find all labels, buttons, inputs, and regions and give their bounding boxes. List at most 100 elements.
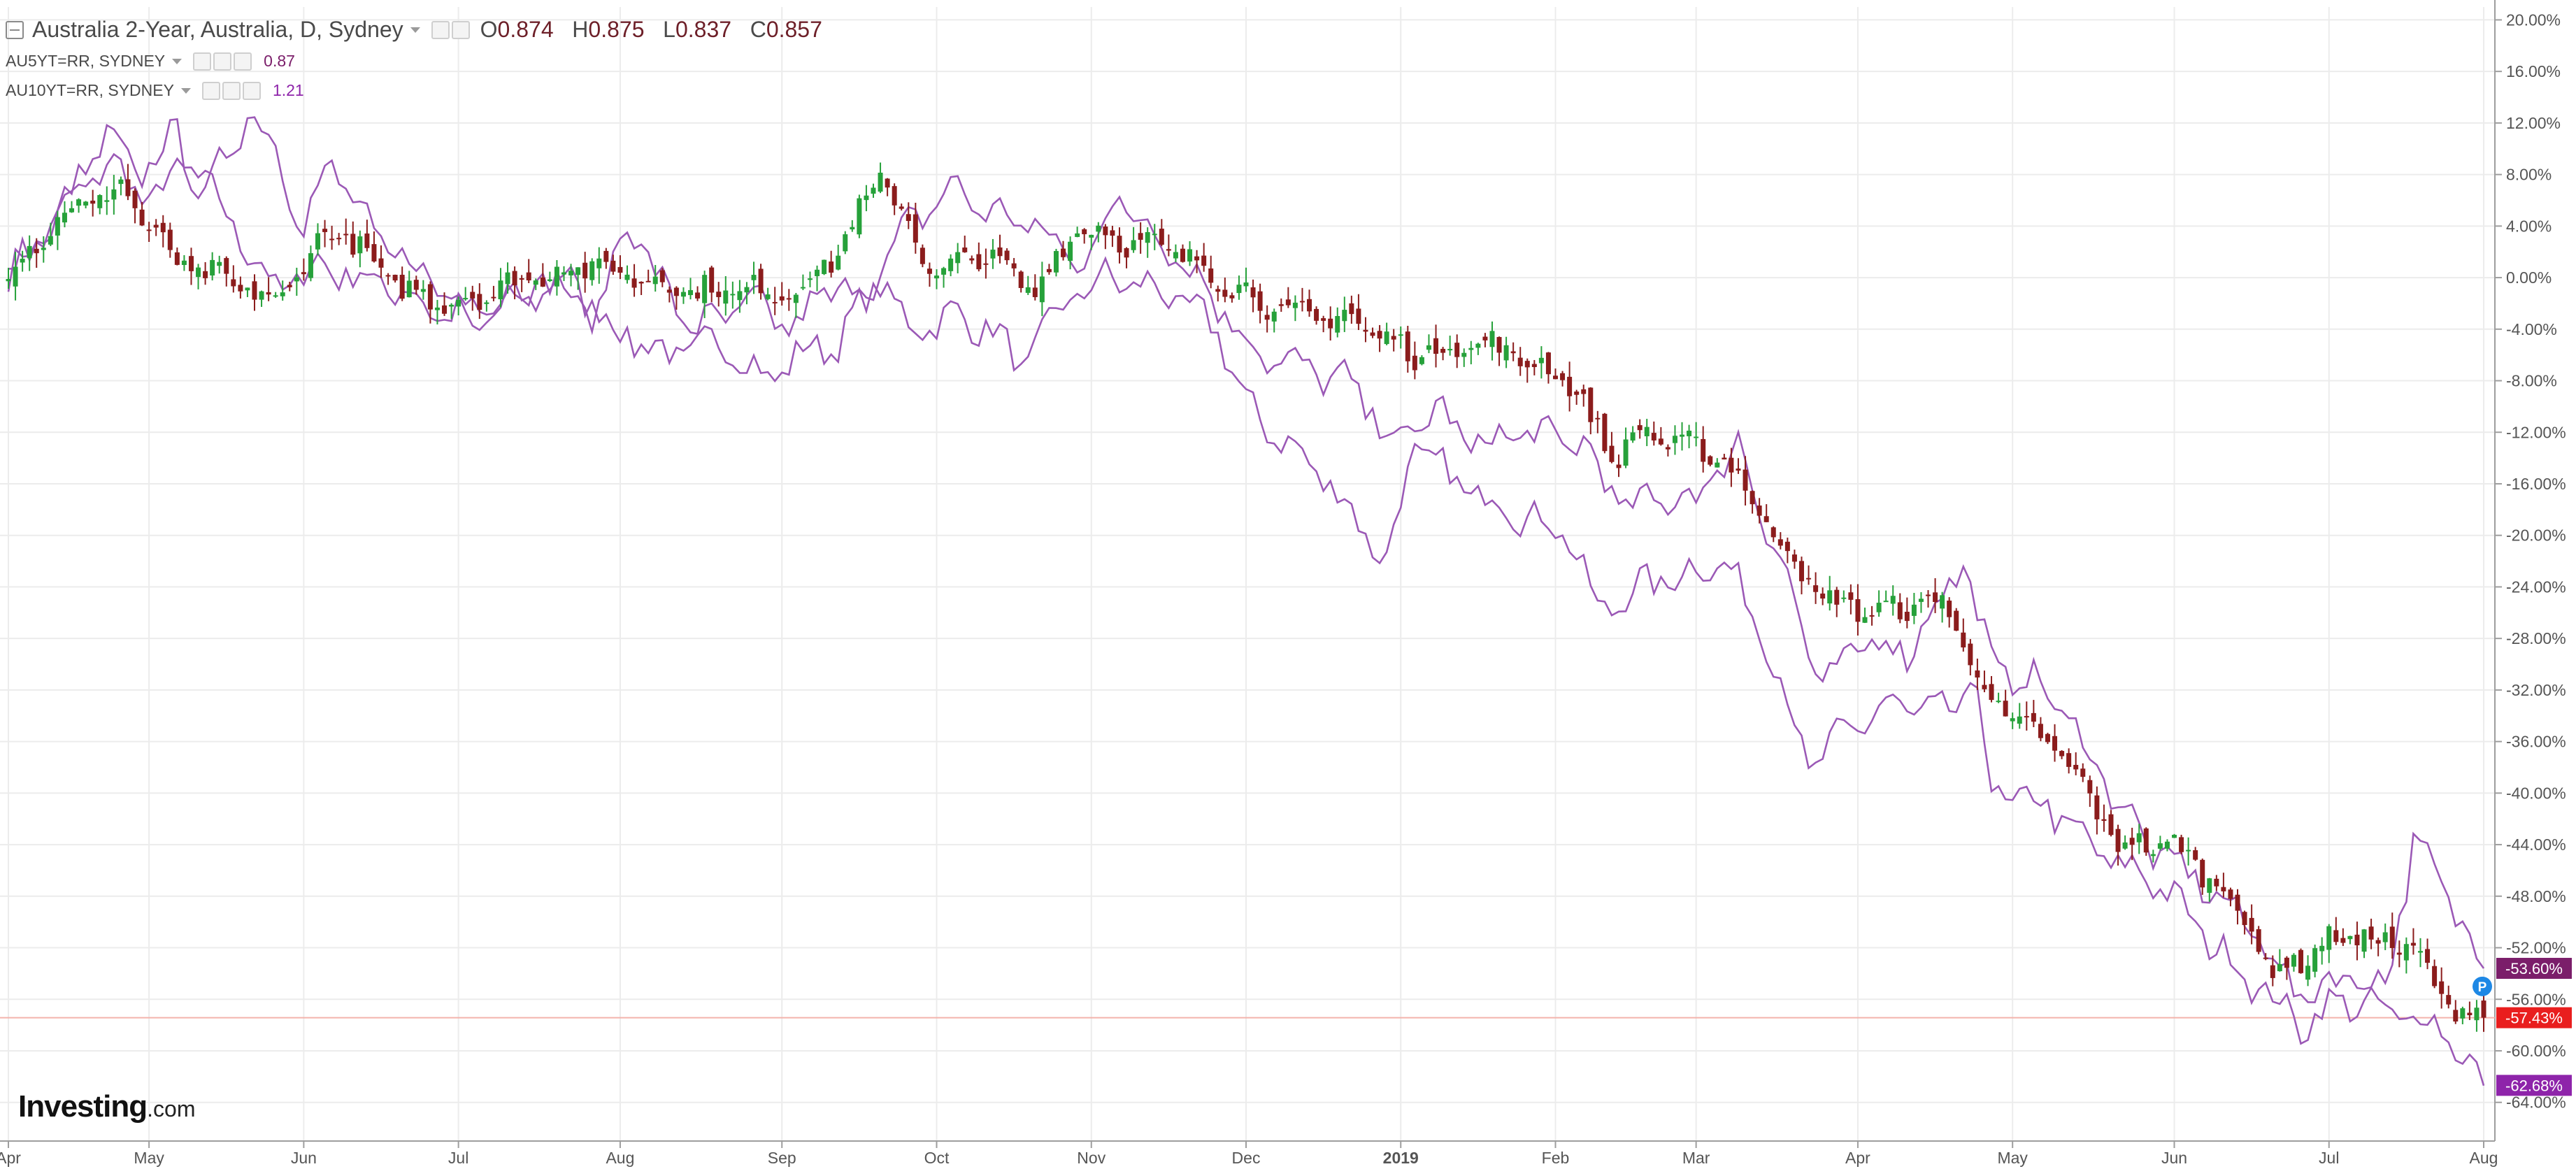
candle-body-225	[1588, 387, 1594, 422]
candle-body-347	[2446, 995, 2452, 1005]
candle-body-131	[926, 268, 932, 274]
candle-body-236	[1665, 447, 1670, 450]
eye-icon[interactable]	[201, 81, 220, 100]
candle-body-76	[540, 277, 545, 287]
main-series-title[interactable]: Australia 2-Year, Australia, D, Sydney	[32, 17, 403, 42]
candle-body-348	[2453, 1010, 2459, 1022]
candle-body-327	[2305, 966, 2311, 980]
candle-body-138	[976, 254, 982, 270]
candle-body-231	[1630, 432, 1636, 441]
candle-body-295	[2080, 768, 2086, 777]
candle-body-86	[610, 260, 616, 272]
candle-body-92	[652, 276, 658, 285]
x-tick-label-8: Dec	[1232, 1149, 1261, 1167]
candle-body-267	[1883, 601, 1889, 603]
candle-body-99	[702, 275, 708, 303]
candle-body-12	[90, 200, 96, 204]
candle-body-278	[1961, 632, 1966, 647]
au10-line	[7, 152, 2485, 1086]
candle-body-105	[744, 287, 750, 293]
candle-body-94	[666, 289, 672, 293]
au10-price-tag-bg	[2496, 1075, 2572, 1096]
gear-icon[interactable]	[451, 20, 470, 39]
candle-body-304	[2143, 828, 2149, 853]
candle-body-177	[1250, 287, 1256, 298]
gear-icon[interactable]	[213, 52, 232, 71]
close-icon[interactable]	[242, 81, 261, 100]
candle-body-199	[1405, 331, 1410, 361]
candle-body-186	[1314, 308, 1319, 321]
au5-series-title[interactable]: AU5YT=RR, SYDNEY	[6, 52, 166, 70]
candle-body-169	[1194, 256, 1200, 261]
candle-body-56	[399, 274, 405, 299]
candle-body-25	[181, 260, 187, 265]
chevron-down-icon[interactable]	[172, 58, 183, 64]
candle-body-37	[266, 292, 271, 295]
candle-body-122	[864, 195, 869, 201]
candle-body-59	[420, 289, 426, 292]
candle-body-9	[69, 208, 75, 213]
candle-body-17	[125, 179, 131, 196]
candle-body-286	[2017, 716, 2022, 724]
x-tick-label-13: May	[1997, 1149, 2028, 1167]
chevron-down-icon[interactable]	[180, 87, 191, 94]
collapse-icon[interactable]	[6, 20, 24, 39]
candle-body-20	[146, 229, 152, 231]
candle-body-97	[688, 289, 694, 296]
candle-body-100	[709, 267, 715, 293]
candle-body-255	[1798, 561, 1804, 582]
candle-body-26	[188, 256, 194, 271]
close-icon[interactable]	[234, 52, 252, 71]
candle-body-308	[2172, 835, 2177, 838]
candle-body-167	[1180, 248, 1185, 262]
candle-body-203	[1433, 338, 1439, 354]
candle-body-88	[624, 274, 630, 280]
gear-icon[interactable]	[222, 81, 241, 100]
candle-body-63	[449, 304, 455, 307]
y-tick-label-12: -28.00%	[2506, 629, 2566, 647]
candle-body-85	[603, 250, 609, 262]
candle-body-21	[153, 224, 159, 228]
candle-body-124	[878, 172, 883, 192]
candle-body-96	[680, 292, 686, 297]
candle-body-111	[786, 298, 792, 300]
chevron-down-icon[interactable]	[410, 27, 420, 33]
candle-body-141	[997, 247, 1003, 257]
candle-body-78	[554, 266, 559, 287]
candle-body-323	[2277, 963, 2282, 972]
candle-body-148	[1046, 268, 1052, 273]
candle-body-14	[104, 200, 110, 202]
candle-body-64	[456, 299, 461, 307]
candle-body-28	[203, 271, 208, 278]
eye-icon[interactable]	[431, 20, 450, 39]
candle-body-272	[1918, 598, 1924, 602]
au5-price-tag-text: -53.60%	[2505, 960, 2563, 977]
candle-body-332	[2340, 938, 2346, 943]
candle-body-54	[385, 275, 391, 277]
investing-logo[interactable]: Investing.com	[18, 1089, 196, 1124]
ohlc-values: O0.874 H0.875 L0.837 C0.857	[480, 17, 822, 43]
candle-body-123	[871, 187, 876, 194]
candle-body-107	[758, 268, 764, 294]
au10-series-title[interactable]: AU10YT=RR, SYDNEY	[6, 81, 174, 99]
candle-body-180	[1271, 311, 1277, 322]
candle-body-3	[27, 245, 32, 259]
candle-body-152	[1075, 233, 1080, 237]
close-value: 0.857	[766, 17, 822, 42]
x-tick-label-16: Aug	[2470, 1149, 2498, 1167]
candle-body-7	[55, 217, 60, 236]
candle-body-346	[2439, 981, 2445, 994]
candle-body-139	[983, 263, 989, 265]
eye-icon[interactable]	[193, 52, 212, 71]
candle-body-352	[2481, 1001, 2486, 1018]
candle-body-307	[2164, 841, 2170, 849]
candle-body-244	[1722, 457, 1727, 460]
candle-body-5	[41, 248, 46, 250]
candle-body-296	[2087, 780, 2093, 794]
candle-body-15	[111, 189, 117, 200]
candle-body-243	[1715, 462, 1720, 468]
candle-body-251	[1770, 527, 1776, 538]
candle-body-311	[2193, 850, 2198, 860]
candle-body-232	[1637, 425, 1643, 431]
